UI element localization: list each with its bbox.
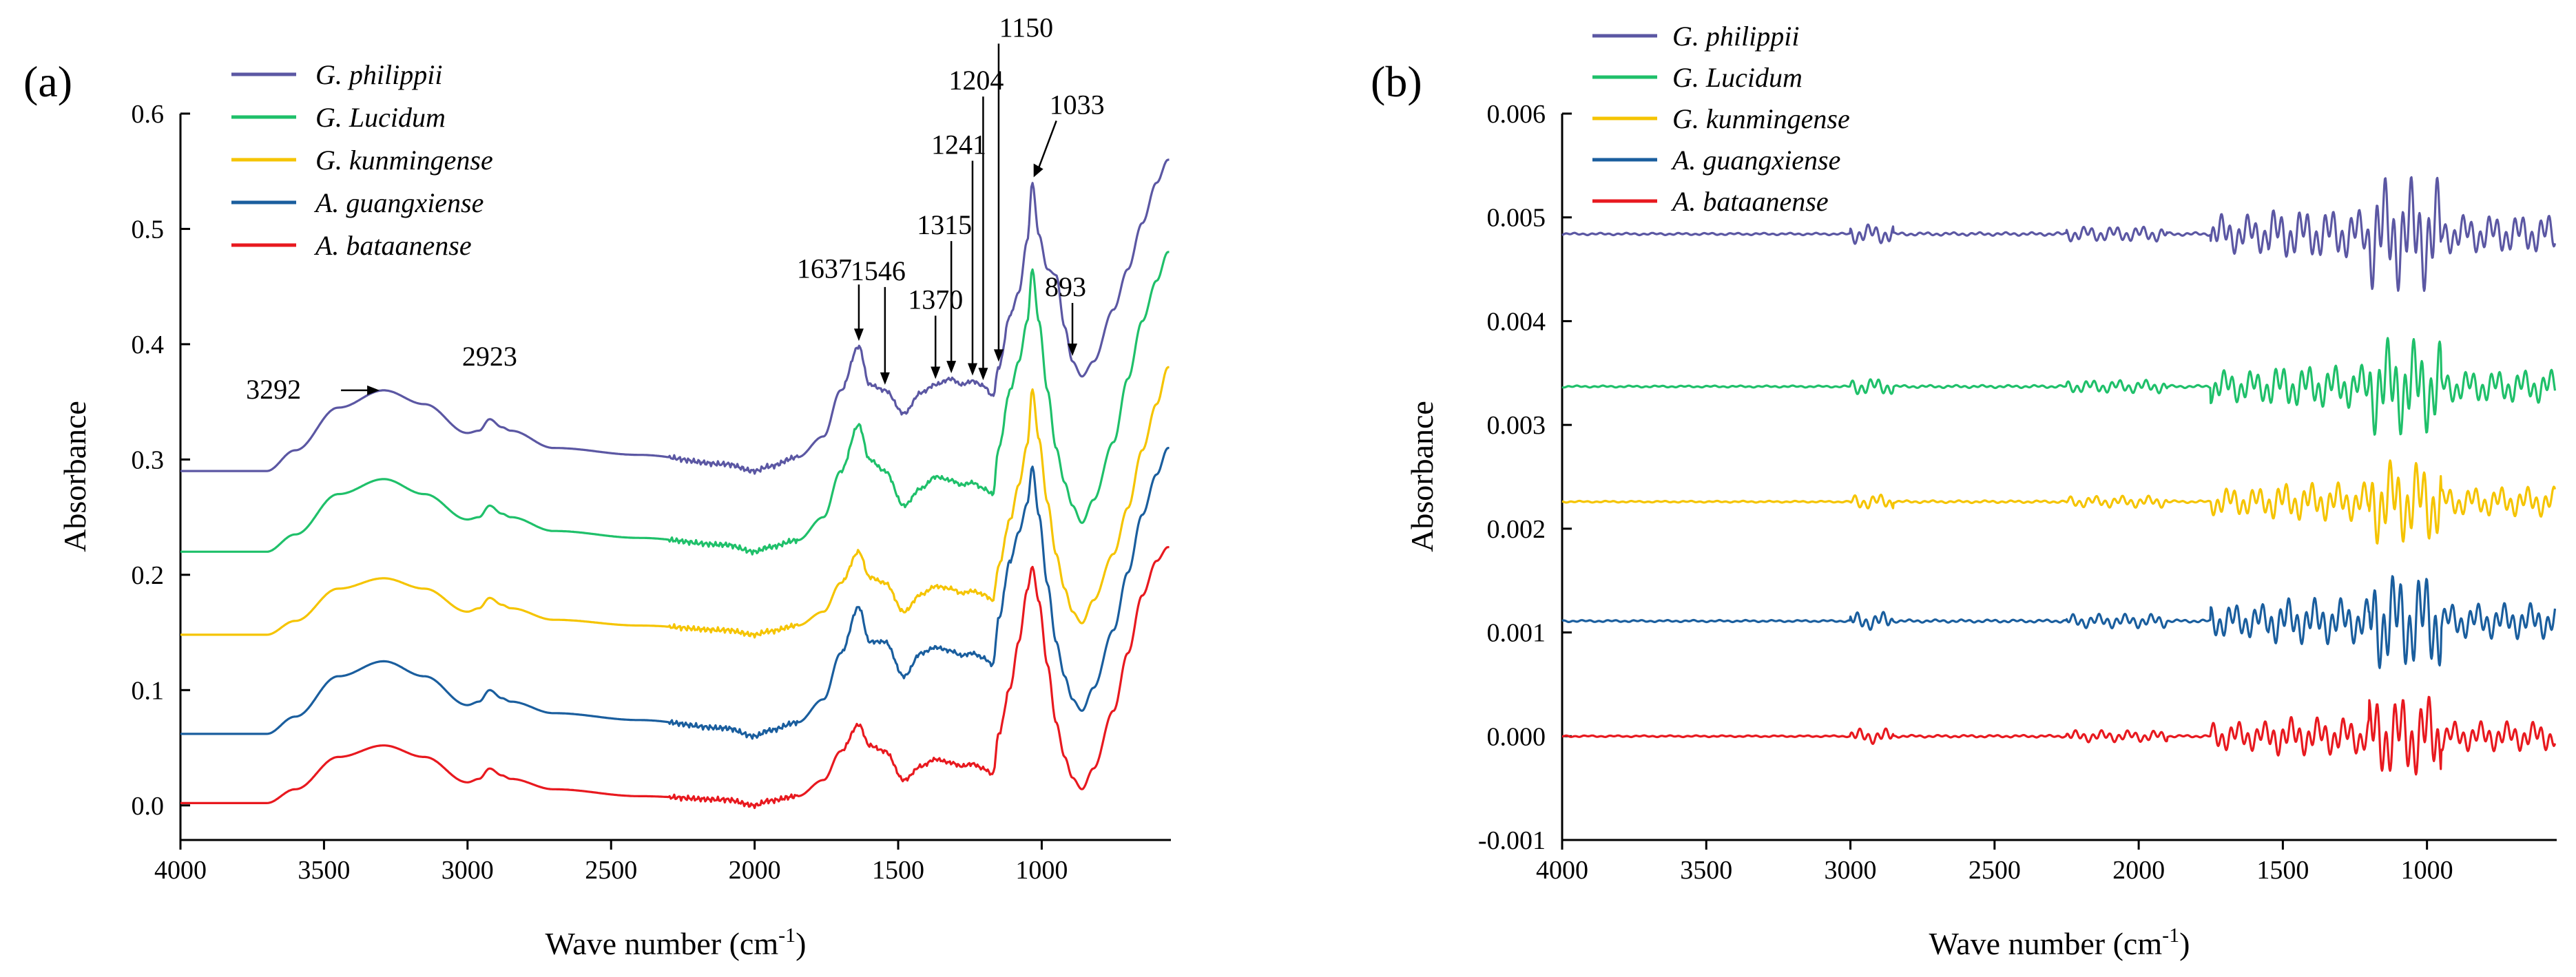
panel-a-chart: (a) 0.0 0.1 0.2 0.3 0.4 0.5 0.6 4000 3500 3000 25… <box>23 12 1171 961</box>
annotation-label-893: 893 <box>1045 271 1086 302</box>
legend-label-gp: G. philippii <box>1672 21 1799 52</box>
x-tick-label: 1000 <box>2401 856 2453 885</box>
y-tick-label: 0.005 <box>1487 204 1546 233</box>
series-line-gl <box>1561 337 2557 436</box>
y-tick-label: 0.004 <box>1487 307 1546 336</box>
annotation-label-1370: 1370 <box>908 284 963 315</box>
panel-b-chart: (b) -0.001 0.000 0.001 0.002 0.003 0.004 0.005… <box>1371 21 2557 961</box>
panel-a-y-label: Absorbance <box>57 401 92 552</box>
panel-a-x-label-end: ) <box>796 926 806 961</box>
panel-a-legend: G. philippii G. Lucidum G. kunmingense A. g… <box>231 59 493 261</box>
x-tick-label: 4000 <box>1536 856 1588 885</box>
annotation-label-1204: 1204 <box>948 65 1004 96</box>
annotation-label-1546: 1546 <box>851 255 906 286</box>
annotation-arrowhead <box>946 361 957 374</box>
legend-label-ag: A. guangxiense <box>1670 145 1840 176</box>
panel-a-x-label-sup: -1 <box>778 924 796 947</box>
annotation-label-1315: 1315 <box>917 209 972 240</box>
x-tick-label: 3500 <box>1680 856 1732 885</box>
x-tick-label: 1000 <box>1015 856 1068 885</box>
y-tick-label: 0.2 <box>132 561 165 590</box>
annotation-label-3292: 3292 <box>246 374 301 405</box>
panel-b-label: (b) <box>1371 57 1422 106</box>
series-line-gl <box>180 251 1170 556</box>
legend-label-gl: G. Lucidum <box>315 102 446 133</box>
y-tick-label: 0.001 <box>1487 619 1546 648</box>
x-tick-label: 1500 <box>872 856 924 885</box>
y-tick-label: 0.002 <box>1487 515 1546 544</box>
y-tick-label: 0.6 <box>132 100 165 129</box>
legend-label-ag: A. guangxiense <box>313 187 484 218</box>
x-tick-label: 2000 <box>729 856 781 885</box>
panel-a-label: (a) <box>23 57 72 106</box>
annotation-label-1150: 1150 <box>999 12 1054 43</box>
panel-b-y-label: Absorbance <box>1404 401 1440 552</box>
y-tick-label: 0.4 <box>132 330 165 359</box>
legend-label-ab: A. bataanense <box>1670 186 1829 217</box>
y-tick-label: 0.5 <box>132 215 165 244</box>
legend-label-gk: G. kunmingense <box>315 145 493 176</box>
panel-b-x-label-main: Wave number (cm <box>1929 926 2163 961</box>
annotation-arrowhead <box>967 363 977 376</box>
y-tick-label: 0.1 <box>132 676 165 705</box>
y-tick-label: 0.000 <box>1487 722 1546 751</box>
series-line-ag <box>1561 575 2557 669</box>
y-tick-label: -0.001 <box>1478 826 1546 855</box>
panel-b-x-label-end: ) <box>2179 926 2190 961</box>
x-tick-label: 1500 <box>2256 856 2309 885</box>
legend-label-gk: G. kunmingense <box>1672 103 1850 134</box>
x-tick-label: 2500 <box>585 856 637 885</box>
panel-b-x-label: Wave number (cm-1) <box>1929 924 2190 961</box>
annotation-arrowhead <box>880 372 890 385</box>
annotation-label-2923: 2923 <box>462 341 517 372</box>
y-tick-label: 0.006 <box>1487 100 1546 129</box>
annotation-label-1637: 1637 <box>797 253 852 284</box>
annotation-arrowhead <box>1068 344 1078 357</box>
legend-label-gl: G. Lucidum <box>1672 62 1803 93</box>
series-line-ag <box>180 447 1170 740</box>
series-line-ab <box>1561 695 2557 776</box>
x-tick-label: 3000 <box>442 856 494 885</box>
x-tick-label: 3000 <box>1825 856 1877 885</box>
annotation-arrowhead <box>1033 163 1043 178</box>
y-tick-label: 0.0 <box>132 792 165 821</box>
annotation-arrowhead <box>931 366 941 379</box>
series-line-gk <box>1561 459 2557 545</box>
panel-b-x-ticks: 4000 3500 3000 2500 2000 1500 1000 <box>1536 840 2453 885</box>
x-tick-label: 2500 <box>1969 856 2021 885</box>
annotation-label-1033: 1033 <box>1050 89 1105 120</box>
y-tick-label: 0.003 <box>1487 411 1546 440</box>
annotation-arrowhead <box>367 385 380 395</box>
annotation-label-1241: 1241 <box>931 129 986 160</box>
panel-b-legend: G. philippii G. Lucidum G. kunmingense A. g… <box>1592 21 1850 217</box>
panel-b-x-label-sup: -1 <box>2162 924 2179 947</box>
panel-a-x-label: Wave number (cm-1) <box>546 924 807 961</box>
x-tick-label: 3500 <box>298 856 350 885</box>
panel-b-y-ticks: -0.001 0.000 0.001 0.002 0.003 0.004 0.005 0.00… <box>1478 100 1572 855</box>
x-tick-label: 4000 <box>154 856 207 885</box>
panel-a-x-label-main: Wave number (cm <box>546 926 779 961</box>
panel-a-x-ticks: 4000 3500 3000 2500 2000 1500 1000 <box>154 840 1068 885</box>
panel-b-series <box>1561 176 2557 776</box>
annotation-arrowhead <box>853 328 864 342</box>
series-line-gp <box>1561 176 2557 292</box>
annotation-arrow <box>1037 120 1057 171</box>
panel-a-y-ticks: 0.0 0.1 0.2 0.3 0.4 0.5 0.6 <box>132 100 190 821</box>
legend-label-ab: A. bataanense <box>313 230 472 261</box>
annotation-arrowhead <box>978 368 988 381</box>
panel-a-series <box>180 158 1170 810</box>
y-tick-label: 0.3 <box>132 445 165 474</box>
series-line-gp <box>180 158 1170 475</box>
annotation-arrowhead <box>993 349 1004 362</box>
series-line-ab <box>180 546 1170 810</box>
legend-label-gp: G. philippii <box>315 59 442 90</box>
x-tick-label: 2000 <box>2112 856 2165 885</box>
series-line-gk <box>180 366 1170 639</box>
